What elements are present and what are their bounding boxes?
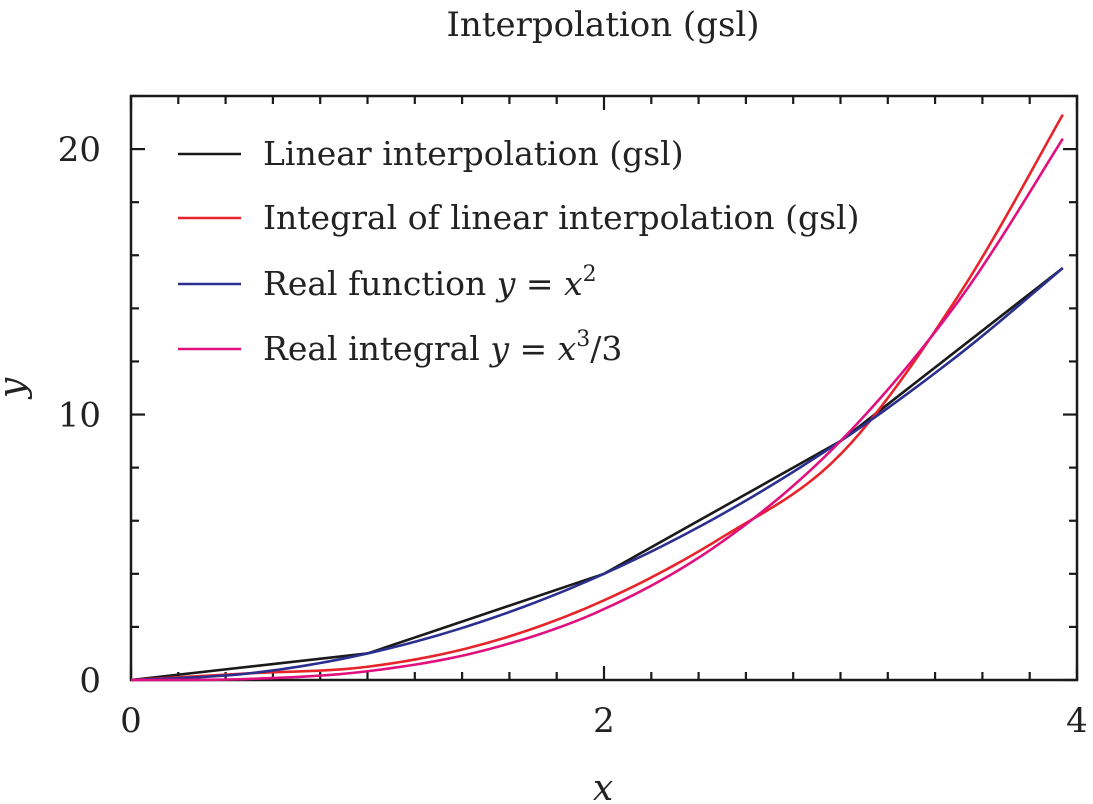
series-line-4 <box>130 138 1064 682</box>
series-line-3 <box>130 267 1064 682</box>
y-tick-label: 20 <box>58 130 101 170</box>
legend-label: Linear interpolation (gsl) <box>263 134 684 173</box>
legend-label: Real function y = x2 <box>263 262 597 303</box>
x-tick-label: 0 <box>120 701 142 741</box>
x-tick-label: 2 <box>593 701 615 741</box>
y-tick-label: 10 <box>58 396 101 436</box>
y-tick-label: 0 <box>79 661 101 701</box>
legend-label: Integral of linear interpolation (gsl) <box>263 198 859 237</box>
x-axis-label: x <box>593 768 613 804</box>
y-axis-label: y <box>0 377 33 400</box>
legend: Linear interpolation (gsl) Integral of li… <box>178 134 859 368</box>
axis-ticks <box>129 94 1079 682</box>
tick-labels: 0 2 4 0 10 20 <box>58 130 1088 741</box>
plot-frame <box>129 94 1079 682</box>
chart-title: Interpolation (gsl) <box>446 5 759 45</box>
legend-label: Real integral y = x3/3 <box>263 327 622 368</box>
x-tick-label: 4 <box>1066 701 1088 741</box>
data-series <box>130 113 1064 682</box>
